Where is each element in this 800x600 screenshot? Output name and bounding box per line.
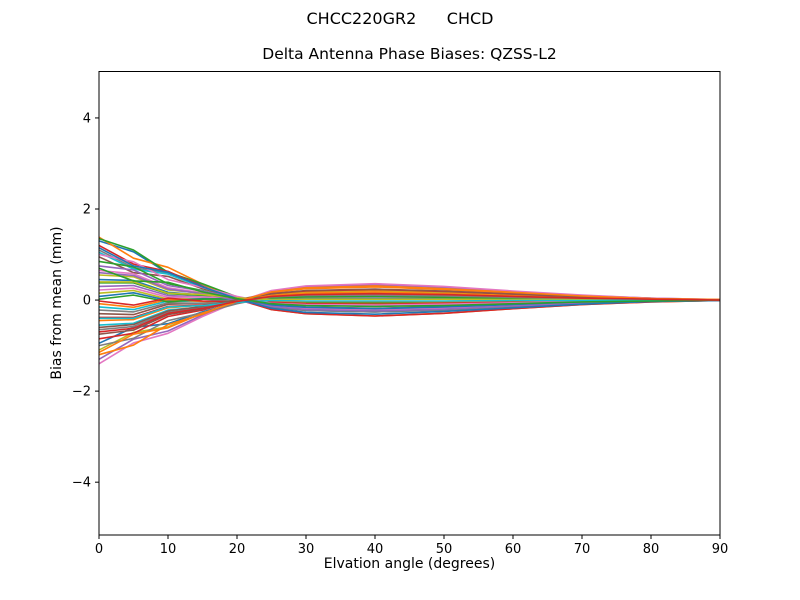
x-tick-label: 10 xyxy=(160,542,177,557)
x-tick-label: 80 xyxy=(643,542,660,557)
series-line xyxy=(98,282,721,365)
series-line xyxy=(98,246,721,316)
chart-title: Delta Antenna Phase Biases: QZSS-L2 xyxy=(262,45,557,63)
series-line xyxy=(98,285,721,354)
series-line xyxy=(99,281,720,301)
series-line xyxy=(98,292,721,333)
y-tick-label: 2 xyxy=(83,203,91,218)
x-tick-label: 40 xyxy=(367,542,384,557)
y-axis-label: Bias from mean (mm) xyxy=(49,226,65,380)
x-axis-label: Elvation angle (degrees) xyxy=(323,556,496,572)
x-tick-label: 60 xyxy=(505,542,522,557)
x-tick-label: 50 xyxy=(436,542,453,557)
y-tick-label: −2 xyxy=(72,385,91,400)
x-tick-label: 70 xyxy=(574,542,591,557)
axes-spines xyxy=(98,71,721,536)
x-tick-label: 0 xyxy=(95,542,103,557)
y-tick-label: 0 xyxy=(83,294,91,309)
series-line xyxy=(98,288,721,329)
y-tick-label: −4 xyxy=(72,476,91,491)
y-tick-label: 4 xyxy=(83,111,91,126)
series-line xyxy=(98,271,721,312)
x-tick-label: 90 xyxy=(712,542,729,557)
series-line xyxy=(98,267,721,308)
series-line xyxy=(99,299,720,320)
x-tick-label: 20 xyxy=(229,542,246,557)
x-tick-label: 30 xyxy=(298,542,315,557)
figure-title: CHCC220GR2 CHCD xyxy=(306,9,494,28)
